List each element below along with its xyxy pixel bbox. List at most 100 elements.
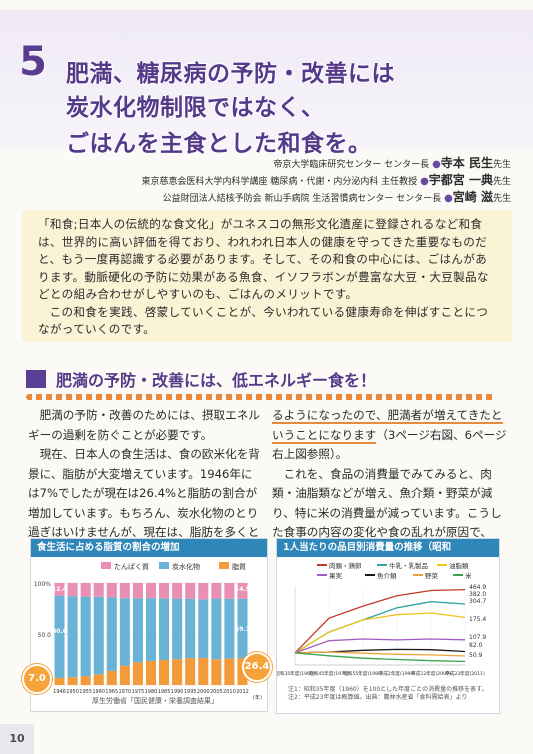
legend-label: 炭水化物: [172, 562, 200, 571]
end-value-label: 304.7: [469, 598, 486, 605]
bar-carb: [80, 596, 91, 677]
body-text: （3ページ右図、6ページ右上図参照）。: [272, 427, 507, 462]
title-line-2: 炭水化物制限ではなく、: [66, 95, 325, 121]
legend-label: 野菜: [425, 571, 439, 580]
title-line-3: ごはんを主食とした和食を。: [66, 131, 372, 157]
bar-protein: [54, 583, 65, 596]
bar-fat: [198, 657, 209, 685]
bar-fat: [145, 660, 157, 685]
x-tick-label: 1946: [53, 689, 66, 695]
author-affiliation: 東京慈恵会医科大学内科学講座 糖尿病・代謝・内分泌内科 主任教授: [141, 177, 418, 187]
chart-source: 厚生労働省「国民健康・栄養調査結果」: [92, 697, 218, 705]
bar-protein: [185, 583, 196, 599]
bar-carb: [237, 598, 248, 659]
data-label: 14.5: [235, 586, 250, 593]
bar-fat: [132, 662, 143, 685]
series-line: [294, 612, 466, 654]
bar-protein: [93, 583, 104, 597]
x-tick-label: 平成12年度(2000): [411, 670, 451, 677]
x-tick-label: 1965: [105, 689, 118, 695]
legend-label: 米: [465, 571, 472, 580]
bar-fat: [172, 659, 183, 685]
bar-carb: [172, 598, 183, 660]
article-header: 5 肥満、糖尿病の予防・改善には 炭水化物制限ではなく、 ごはんを主食とした和食…: [0, 10, 533, 157]
bar-protein: [67, 583, 78, 597]
fat-ratio-chart: 食生活に占める脂質の割合の増加 たんぱく質炭水化物脂質050.0100%1946…: [30, 538, 268, 712]
page-number: 10: [0, 724, 34, 754]
bar-carb: [119, 598, 130, 666]
body-paragraph: これを、食品の消費量でみてみると、肉類・油脂類などが増え、魚介類・野菜が減り、特…: [272, 466, 502, 540]
x-tick-label: 2005: [210, 689, 223, 695]
author-affiliation: 公益財団法人結核予防会 新山手病院 生活習慣病センター センター長: [162, 194, 442, 204]
title-line-1: 肥満、糖尿病の予防・改善には: [66, 61, 395, 87]
author-name: 宮崎 滋: [452, 190, 493, 204]
bar-protein: [80, 583, 91, 597]
legend-label: 油脂類: [449, 561, 469, 570]
bar-fat: [80, 676, 91, 685]
legend-label: 脂質: [232, 562, 246, 571]
bar-protein: [159, 583, 170, 599]
bar-carb: [54, 595, 65, 678]
highlighted-text: るようになったので、肥満者が増えてきたということになります: [272, 408, 503, 444]
end-value-label: 50.9: [469, 652, 483, 659]
series-line: [294, 651, 466, 657]
intro-paragraph-1: 「和食;日本人の伝統的な食文化」がユネスコの無形文化遺産に登録されるなど和食は、…: [38, 217, 489, 301]
highlighted-text: 脂肪を多くと: [189, 525, 260, 541]
bar-protein: [145, 583, 157, 599]
article-number: 5: [19, 39, 47, 85]
author-affiliation: 帝京大学臨床研究センター センター長: [273, 160, 430, 170]
body-paragraph: 現在、日本人の食生活は、食の欧米化を背景に、脂肪が大変増えています。1946年に…: [28, 445, 260, 543]
author-name: 宇都宮 一典: [428, 173, 493, 187]
chart-title: 1人当たりの品目別消費量の推移（昭和35(1960)年＝100）: [277, 539, 499, 571]
body-paragraph: るようになったので、肥満者が増えてきたということになります（3ページ右図、6ペー…: [272, 406, 508, 465]
x-tick-label: 昭和45年度(1970): [309, 670, 349, 677]
fat-ratio-bar-chart: たんぱく質炭水化物脂質050.0100%19461950195519601965…: [34, 562, 262, 701]
bullet-icon: ●: [420, 176, 429, 187]
chart-title: 食生活に占める脂質の割合の増加: [31, 539, 267, 557]
bullet-icon: ●: [444, 193, 453, 204]
bar-fat: [93, 674, 104, 685]
x-tick-label: 1980: [145, 689, 158, 695]
series-line: [294, 638, 466, 654]
chart-note: 注1：昭和35年度（1960）を100とした年度ごとの消費量の推移を表す。注2：…: [288, 686, 488, 701]
bar-fat: [185, 658, 196, 685]
x-tick-label: 1970: [118, 689, 131, 695]
section-divider: [26, 394, 496, 400]
bar-protein: [237, 583, 248, 599]
author-row: 公益財団法人結核予防会 新山手病院 生活習慣病センター センター長 ●宮崎 滋先…: [71, 190, 511, 207]
body-text: 現在、日本人の食生活は、食の欧米化を背景に、脂肪が大変増えています。1946年に…: [28, 447, 260, 539]
author-row: 帝京大学臨床研究センター センター長 ●寺本 民生先生: [71, 156, 511, 173]
square-bullet-icon: [26, 370, 46, 388]
x-tick-label: 1990: [171, 689, 184, 695]
legend-label: 魚介類: [377, 571, 397, 580]
legend-label: たんぱく質: [114, 562, 149, 571]
x-tick-label: 昭和35年度(1960): [277, 670, 315, 677]
bar-protein: [119, 583, 130, 599]
section-title: 肥満の予防・改善には、低エネルギー食を！: [56, 371, 377, 390]
bar-carb: [159, 598, 170, 661]
bar-carb: [224, 598, 235, 659]
x-tick-label: 昭和55年度(1980): [343, 670, 383, 677]
section-heading: 肥満の予防・改善には、低エネルギー食を！: [26, 366, 486, 392]
author-title: 先生: [492, 177, 511, 187]
start-value-callout: 7.0: [22, 664, 52, 694]
end-value-label: 464.9: [469, 584, 486, 591]
legend-swatch: [159, 562, 169, 569]
data-label: 59.1: [235, 626, 250, 633]
author-title: 先生: [492, 160, 511, 170]
body-column-left: 肥満の予防・改善のためには、摂取エネルギーの過剰を防ぐことが必要です。 現在、日…: [28, 406, 260, 543]
bullet-icon: ●: [432, 159, 441, 170]
author-row: 東京慈恵会医科大学内科学講座 糖尿病・代謝・内分泌内科 主任教授 ●宇都宮 一典…: [71, 173, 511, 190]
bar-fat: [159, 660, 170, 685]
end-value-label: 107.9: [469, 634, 486, 641]
y-tick-label: 50.0: [38, 632, 52, 639]
bar-protein: [172, 583, 183, 599]
series-line: [294, 588, 466, 654]
legend-label: 牛乳・乳製品: [389, 561, 428, 570]
bar-fat: [224, 658, 235, 685]
body-paragraph: 肥満の予防・改善のためには、摂取エネルギーの過剰を防ぐことが必要です。: [28, 408, 260, 442]
bar-carb: [106, 597, 117, 671]
legend-label: 果実: [329, 571, 343, 580]
